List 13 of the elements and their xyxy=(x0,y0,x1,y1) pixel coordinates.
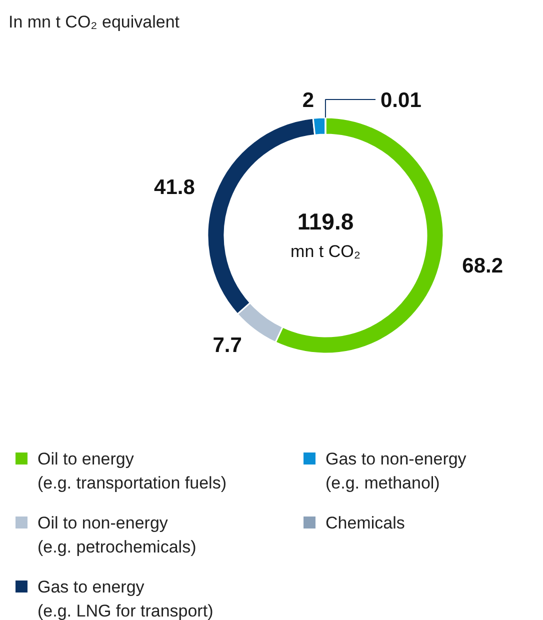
legend-label: Gas to non-energy (e.g. methanol) xyxy=(326,450,467,492)
data-label: 0.01 xyxy=(380,89,422,112)
data-label: 2 xyxy=(302,89,314,112)
legend-label: Oil to non-energy (e.g. petrochemicals) xyxy=(38,514,196,556)
text: mn t CO₂ xyxy=(290,242,360,261)
legend-label: Oil to energy (e.g. transportation fuels) xyxy=(38,450,226,492)
data-label: 68.2 xyxy=(462,254,504,278)
chart-title: In mn t CO₂ equivalent xyxy=(8,12,180,32)
legend-label: Chemicals xyxy=(326,514,405,532)
data-label: 7.7 xyxy=(212,334,242,358)
text: 119.8 xyxy=(297,208,354,234)
legend-label: Gas to energy (e.g. LNG for transport) xyxy=(38,578,214,620)
data-label: 41.8 xyxy=(154,176,196,200)
